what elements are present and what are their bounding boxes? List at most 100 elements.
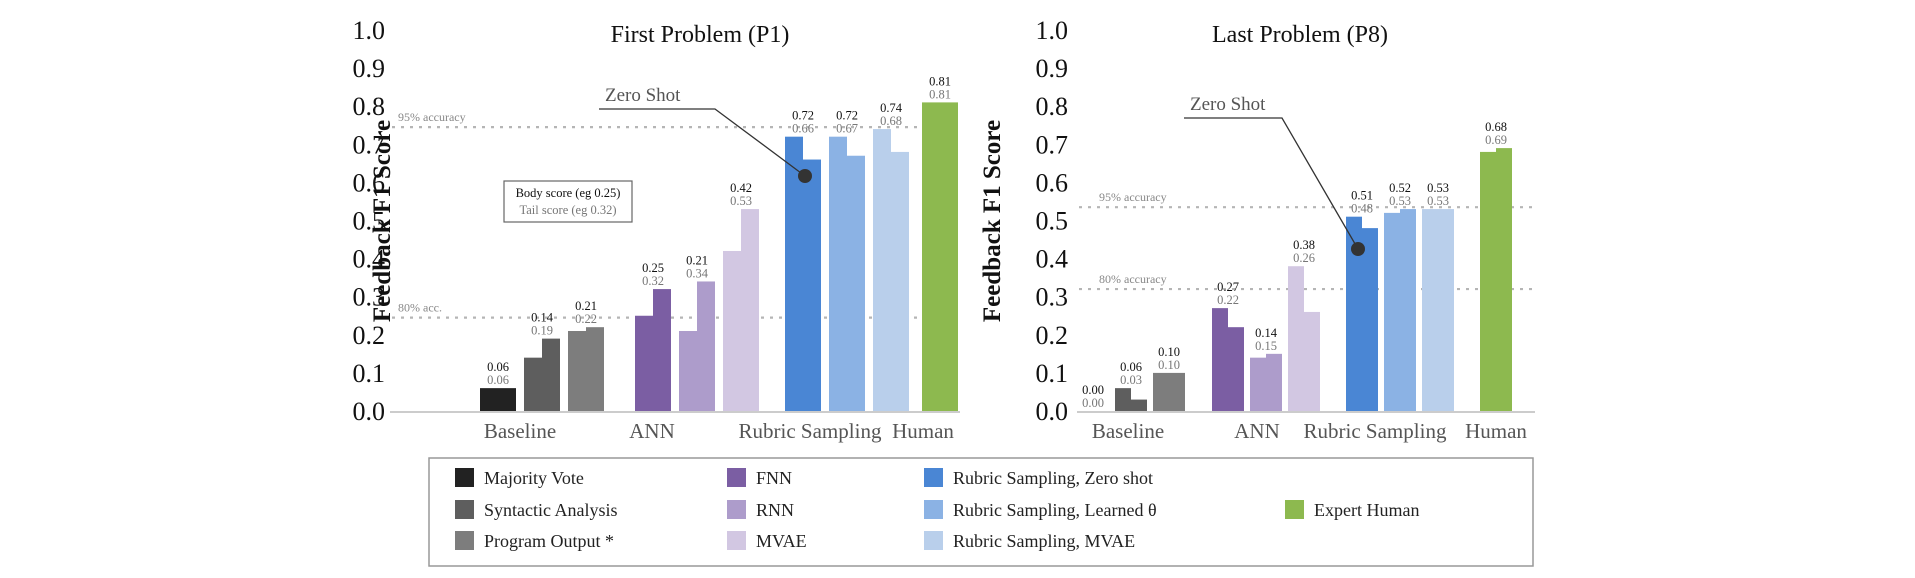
y-tick-label: 0.1 xyxy=(353,359,386,388)
legend-item-label: Expert Human xyxy=(1314,500,1419,520)
y-tick-label: 0.7 xyxy=(353,130,386,159)
data-label-tail: 0.00 xyxy=(1082,396,1104,410)
bar-tail-score xyxy=(542,338,560,411)
bar-tail-score xyxy=(697,281,715,411)
y-tick-label: 0.5 xyxy=(1036,207,1069,236)
reference-line-label: 80% accuracy xyxy=(1099,272,1167,286)
data-label-body: 0.06 xyxy=(487,360,509,374)
bar-body-score xyxy=(1480,151,1496,412)
bar-tail-score xyxy=(1400,209,1416,411)
bar-tail-score xyxy=(1169,372,1185,411)
legend-swatch xyxy=(455,468,474,487)
bar-tail-score xyxy=(1228,327,1244,411)
data-label-body: 0.14 xyxy=(1255,326,1278,340)
data-label-body: 0.81 xyxy=(929,74,951,88)
data-label-body: 0.06 xyxy=(1120,360,1142,374)
bar-tail-score xyxy=(891,151,909,412)
data-label-body: 0.21 xyxy=(575,299,597,313)
bar-body-score xyxy=(829,136,847,411)
legend-item-label: Syntactic Analysis xyxy=(484,500,618,520)
bar-tail-score xyxy=(940,102,958,411)
legend-item-label: Rubric Sampling, Zero shot xyxy=(953,468,1153,488)
bar-tail-score xyxy=(1304,311,1320,411)
data-label-tail: 0.19 xyxy=(531,324,553,338)
data-label-tail: 0.03 xyxy=(1120,373,1142,387)
bar-body-score xyxy=(524,357,542,411)
x-category-label: Rubric Sampling xyxy=(1304,419,1447,443)
legend-swatch xyxy=(1285,500,1304,519)
data-label-tail: 0.06 xyxy=(487,373,509,387)
y-tick-label: 0.0 xyxy=(353,397,386,426)
y-tick-label: 0.3 xyxy=(1036,283,1069,312)
y-axis-label: Feedback F1 Score xyxy=(979,120,1006,322)
data-label-tail: 0.26 xyxy=(1293,251,1315,265)
data-label-tail: 0.66 xyxy=(792,122,814,136)
y-tick-label: 0.8 xyxy=(353,92,386,121)
y-tick-label: 0.1 xyxy=(1036,359,1069,388)
data-label-body: 0.72 xyxy=(836,109,858,123)
legend-swatch xyxy=(727,500,746,519)
data-label-tail: 0.67 xyxy=(836,122,858,136)
data-label-tail: 0.68 xyxy=(880,114,902,128)
chart-panel-1: 0.0 0.1 0.2 0.3 0.4 0.5 0.6 0.7 0.8 0.9 1.0 Feedbac… xyxy=(353,16,960,443)
y-tick-label: 1.0 xyxy=(353,16,386,45)
data-label-tail: 0.69 xyxy=(1485,133,1507,147)
data-label-body: 0.00 xyxy=(1082,383,1104,397)
x-category-label: Human xyxy=(892,419,954,443)
y-tick-label: 0.2 xyxy=(353,321,386,350)
x-category-label: Rubric Sampling xyxy=(739,419,882,443)
bar-body-score xyxy=(679,330,697,411)
bar-body-score xyxy=(1422,209,1438,411)
reference-line-label: 95% accuracy xyxy=(1099,190,1167,204)
legend-swatch xyxy=(924,531,943,550)
bar-tail-score xyxy=(847,155,865,411)
data-label-tail: 0.32 xyxy=(642,274,664,288)
bar-body-score xyxy=(873,129,891,411)
chart-panel-2: 0.0 0.1 0.2 0.3 0.4 0.5 0.6 0.7 0.8 0.9 1.0 Feedbac… xyxy=(979,16,1535,443)
y-tick-label: 0.0 xyxy=(1036,397,1069,426)
legend-item-label: RNN xyxy=(756,500,794,520)
data-label-body: 0.10 xyxy=(1158,345,1180,359)
data-label-body: 0.42 xyxy=(730,181,752,195)
bar-body-score xyxy=(568,330,586,411)
bar-tail-score xyxy=(498,388,516,411)
legend-item-label: Program Output * xyxy=(484,531,614,551)
data-label-body: 0.74 xyxy=(880,101,903,115)
y-tick-label: 0.4 xyxy=(353,245,386,274)
data-label-tail: 0.15 xyxy=(1255,339,1277,353)
data-label-tail: 0.22 xyxy=(575,312,597,326)
legend: Majority Vote Syntactic Analysis Program O… xyxy=(428,457,1534,567)
bar-tail-score xyxy=(803,159,821,411)
score-key-body: Body score (eg 0.25) xyxy=(516,186,621,200)
y-axis-label: Feedback F1 Score xyxy=(369,120,396,322)
legend-swatch xyxy=(924,468,943,487)
data-label-body: 0.51 xyxy=(1351,189,1373,203)
x-category-label: Human xyxy=(1465,419,1527,443)
annotation-dot xyxy=(1351,242,1365,256)
y-tick-label: 0.3 xyxy=(353,283,386,312)
bar-body-score xyxy=(1115,388,1131,411)
legend-swatch xyxy=(455,500,474,519)
y-tick-label: 0.4 xyxy=(1036,245,1069,274)
data-label-body: 0.21 xyxy=(686,253,708,267)
bar-tail-score xyxy=(1131,399,1147,411)
data-label-body: 0.25 xyxy=(642,261,664,275)
annotation-leader-line xyxy=(1184,117,1359,250)
legend-swatch xyxy=(924,500,943,519)
score-key-box xyxy=(503,180,633,223)
bar-tail-score xyxy=(1362,228,1378,411)
bar-body-score xyxy=(723,250,741,411)
y-tick-label: 0.7 xyxy=(1036,130,1069,159)
annotation-leader-line xyxy=(599,108,806,177)
bar-tail-score xyxy=(1266,353,1282,411)
data-label-body: 0.14 xyxy=(531,311,554,325)
y-tick-label: 0.6 xyxy=(1036,168,1069,197)
annotation-label: Zero Shot xyxy=(605,85,681,106)
bar-body-score xyxy=(1212,308,1228,411)
data-label-body: 0.52 xyxy=(1389,181,1411,195)
data-label-body: 0.27 xyxy=(1217,280,1239,294)
y-tick-label: 0.9 xyxy=(353,54,386,83)
data-label-tail: 0.53 xyxy=(1389,194,1411,208)
data-label-body: 0.72 xyxy=(792,109,814,123)
